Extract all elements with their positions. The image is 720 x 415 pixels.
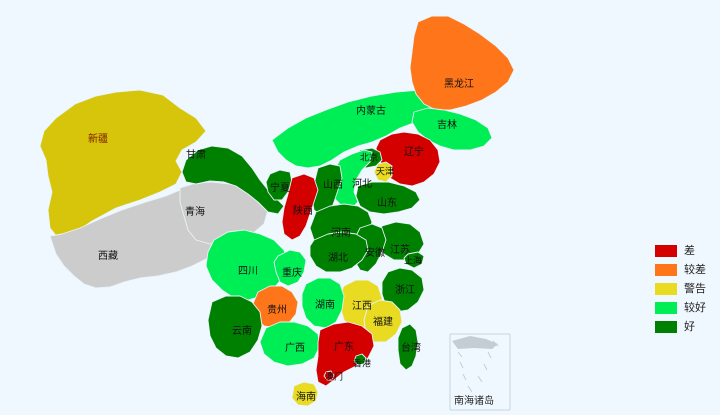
province-香港[interactable] (353, 353, 367, 366)
legend-swatch-3 (655, 301, 677, 314)
legend-swatch-2 (655, 282, 677, 295)
legend-swatch-1 (655, 263, 677, 276)
legend-item[interactable]: 差 (655, 244, 706, 257)
province-新疆[interactable] (39, 89, 207, 239)
province-广东[interactable] (315, 321, 375, 387)
inset-dash-3 (487, 351, 492, 359)
inset-dash-7 (477, 375, 483, 383)
province-广西[interactable] (259, 321, 321, 367)
province-天津[interactable] (373, 161, 393, 183)
province-甘肃[interactable] (181, 145, 285, 215)
inset-label-text: 南海诸岛 (454, 394, 494, 407)
inset-dash-4 (459, 361, 464, 369)
inset-dash-8 (467, 385, 473, 393)
legend-item[interactable]: 好 (655, 320, 706, 333)
province-湖北[interactable] (309, 231, 369, 273)
province-宁夏[interactable] (265, 169, 293, 201)
legend-label-2: 警告 (684, 281, 706, 295)
legend: 差 较差 警告 较好 好 (655, 244, 706, 333)
map-svg[interactable]: 新疆西藏青海甘肃内蒙古黑龙江吉林辽宁北京天津河北山西宁夏陕西山东河南江苏安徽上海… (0, 0, 640, 415)
province-陕西[interactable] (281, 173, 319, 241)
inset-dash-2 (457, 351, 463, 358)
legend-swatch-4 (655, 320, 677, 333)
province-内蒙古[interactable] (271, 89, 443, 169)
south-china-sea-inset: 南海诸岛 (449, 333, 511, 411)
province-上海[interactable] (403, 251, 425, 269)
province-海南[interactable] (291, 381, 319, 407)
province-黑龙江[interactable] (409, 15, 515, 111)
province-吉林[interactable] (411, 107, 493, 151)
province-澳门[interactable] (323, 370, 335, 381)
legend-item[interactable]: 较好 (655, 301, 706, 314)
inset-border (449, 333, 511, 411)
legend-swatch-0 (655, 244, 677, 257)
legend-label-0: 差 (684, 243, 695, 257)
inset-dash-1 (492, 340, 499, 347)
legend-label-3: 较好 (684, 300, 706, 314)
province-湖南[interactable] (301, 277, 345, 329)
inset-landmass (452, 336, 498, 349)
legend-item[interactable]: 警告 (655, 282, 706, 295)
legend-item[interactable]: 较差 (655, 263, 706, 276)
province-重庆[interactable] (273, 249, 307, 287)
inset-dash-6 (462, 373, 467, 381)
legend-label-1: 较差 (684, 262, 706, 276)
inset-dash-5 (483, 363, 488, 371)
province-山东[interactable] (355, 181, 421, 215)
province-云南[interactable] (207, 295, 263, 359)
legend-label-4: 好 (684, 319, 695, 333)
province-台湾[interactable] (397, 323, 419, 371)
china-choropleth-map[interactable]: 新疆 西藏 青海 甘肃 内蒙古 黑龙江 吉林 辽宁 北京 天津 河北 山西 宁夏 陕西 山东 河南 江苏 安徽 上海… (0, 0, 640, 415)
province-浙江[interactable] (381, 267, 425, 313)
province-shapes-group[interactable] (39, 15, 515, 407)
